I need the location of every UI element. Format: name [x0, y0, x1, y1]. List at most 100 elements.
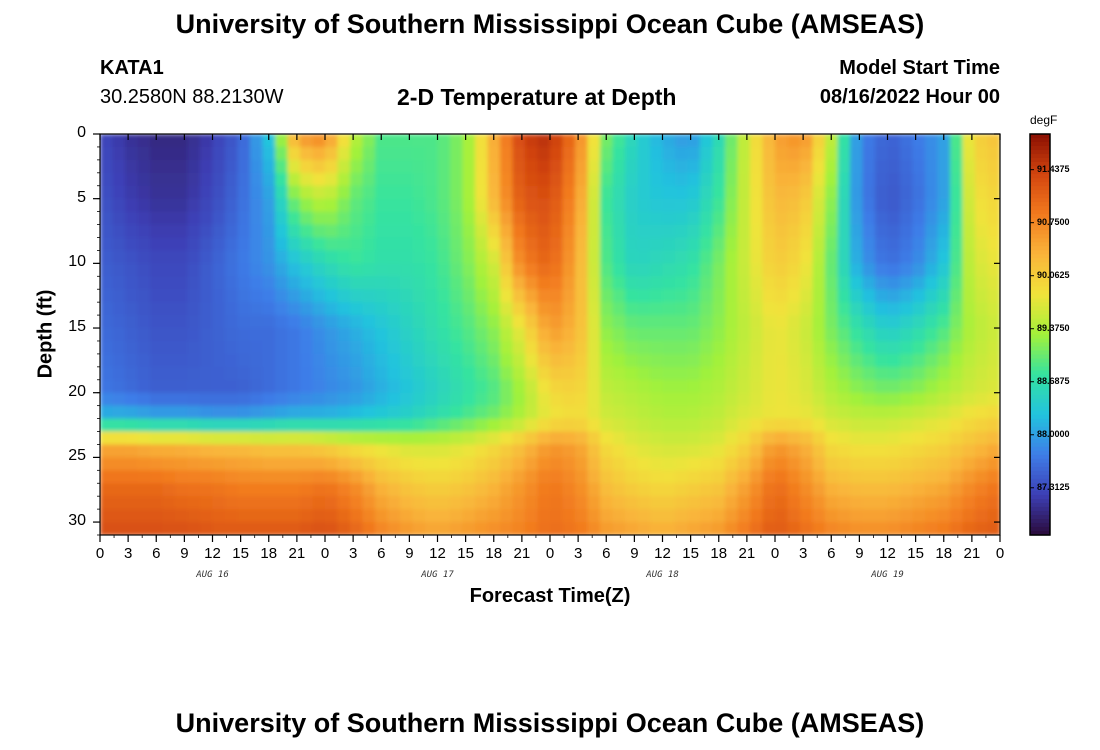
heatmap-cell [800, 470, 814, 484]
heatmap-cell [387, 250, 401, 264]
heatmap-cell [737, 315, 751, 329]
heatmap-cell [150, 340, 164, 355]
heatmap-cell [937, 353, 951, 368]
heatmap-cell [412, 457, 426, 471]
heatmap-cell [862, 470, 876, 484]
heatmap-cell [850, 418, 864, 433]
heatmap-cell [537, 340, 551, 355]
heatmap-cell [237, 185, 251, 200]
heatmap-cell [462, 366, 476, 381]
heatmap-cell [487, 289, 501, 303]
heatmap-cell [825, 405, 839, 420]
colorbar-segment [1030, 282, 1050, 287]
heatmap-cell [325, 457, 339, 471]
heatmap-cell [250, 211, 264, 226]
heatmap-cell [525, 457, 539, 471]
heatmap-cell [437, 405, 451, 420]
heatmap-cell [437, 431, 451, 446]
heatmap-cell [862, 431, 876, 446]
heatmap-cell [112, 276, 126, 290]
heatmap-cell [800, 315, 814, 329]
heatmap-cell [675, 289, 689, 303]
heatmap-cell [475, 405, 489, 420]
heatmap-cell [600, 457, 614, 471]
heatmap-cell [775, 522, 789, 535]
heatmap-cell [225, 496, 239, 510]
heatmap-cell [437, 315, 451, 329]
heatmap-cell [150, 263, 164, 277]
heatmap-cell [900, 263, 914, 277]
heatmap-cell [675, 146, 689, 161]
heatmap-cell [725, 159, 739, 174]
heatmap-cell [675, 444, 689, 458]
heatmap-cell [325, 379, 339, 394]
heatmap-cell [887, 392, 901, 407]
heatmap-cell [275, 444, 289, 458]
heatmap-cell [212, 496, 226, 510]
heatmap-cell [350, 340, 364, 355]
heatmap-cell [175, 522, 189, 535]
heatmap-cell [362, 146, 376, 161]
heatmap-cell [100, 418, 114, 433]
heatmap-cell [175, 328, 189, 342]
heatmap-cell [887, 470, 901, 484]
heatmap-cell [975, 496, 989, 510]
heatmap-cell [200, 366, 214, 381]
heatmap-cell [287, 198, 301, 213]
colorbar-segment [1030, 474, 1050, 480]
heatmap-cell [200, 134, 214, 148]
heatmap-cell [112, 483, 126, 497]
heatmap-cell [137, 366, 151, 381]
heatmap-cell [612, 289, 626, 303]
heatmap-cell [562, 302, 576, 316]
heatmap-cell [912, 328, 926, 342]
heatmap-cell [762, 444, 776, 458]
heatmap-cell [275, 211, 289, 226]
colorbar-segment [1030, 142, 1050, 147]
heatmap-cell [850, 263, 864, 277]
heatmap-cell [912, 340, 926, 355]
heatmap-cell [812, 224, 826, 239]
colorbar-segment [1030, 250, 1050, 255]
heatmap-cell [437, 263, 451, 277]
heatmap-cell [837, 366, 851, 381]
heatmap-cell [137, 224, 151, 239]
heatmap-cell [600, 431, 614, 446]
heatmap-cell [487, 237, 501, 252]
heatmap-cell [200, 237, 214, 252]
heatmap-cell [450, 289, 464, 303]
heatmap-cell [150, 250, 164, 264]
heatmap-cell [962, 224, 976, 239]
heatmap-cell [175, 470, 189, 484]
heatmap-cell [237, 444, 251, 458]
heatmap-cell [312, 224, 326, 239]
heatmap-cell [875, 353, 889, 368]
colorbar-tick-label: 89.3750 [1037, 322, 1070, 333]
heatmap-cell [787, 276, 801, 290]
heatmap-cell [350, 392, 364, 407]
heatmap-cell [362, 198, 376, 213]
heatmap-cell [712, 483, 726, 497]
heatmap-cell [700, 431, 714, 446]
heatmap-cell [100, 198, 114, 213]
heatmap-cell [700, 146, 714, 161]
heatmap-cell [937, 392, 951, 407]
heatmap-cell [750, 431, 764, 446]
heatmap-cell [625, 470, 639, 484]
heatmap-cell [900, 211, 914, 226]
heatmap-cell [262, 457, 276, 471]
colorbar-segment [1030, 390, 1050, 396]
heatmap-cell [725, 457, 739, 471]
x-tick-label: 21 [738, 545, 756, 562]
heatmap-cell [562, 328, 576, 342]
heatmap-cell [762, 431, 776, 446]
heatmap-cell [337, 198, 351, 213]
heatmap-cell [825, 237, 839, 252]
colorbar-segment [1030, 246, 1050, 251]
heatmap-cell [300, 237, 314, 252]
heatmap-cell [800, 211, 814, 226]
heatmap-cell [250, 496, 264, 510]
heatmap-cell [912, 237, 926, 252]
heatmap-cell [712, 444, 726, 458]
heatmap-cell [287, 289, 301, 303]
